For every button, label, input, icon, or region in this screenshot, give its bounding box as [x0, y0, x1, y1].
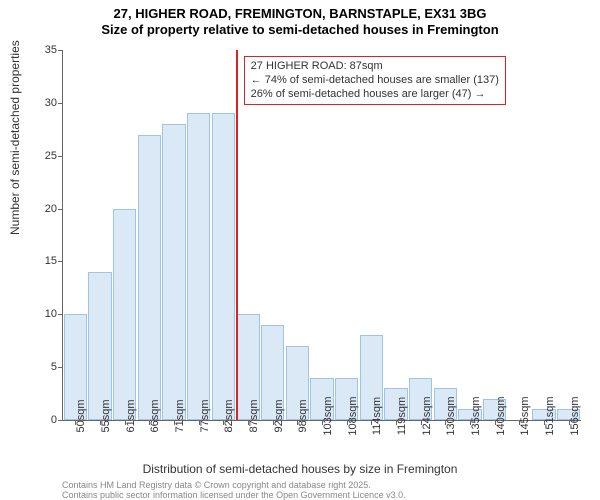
- histogram-bar: [113, 209, 136, 420]
- annotation-line1: 27 HIGHER ROAD: 87sqm: [251, 60, 499, 74]
- chart-title-line1: 27, HIGHER ROAD, FREMINGTON, BARNSTAPLE,…: [0, 6, 600, 21]
- y-tick-mark: [58, 209, 63, 210]
- x-tick-mark: [248, 420, 249, 425]
- x-tick-label: 92sqm: [273, 399, 285, 432]
- x-tick-label: 135sqm: [470, 396, 482, 435]
- x-tick-mark: [297, 420, 298, 425]
- x-tick-mark: [445, 420, 446, 425]
- x-tick-mark: [421, 420, 422, 425]
- y-tick-mark: [58, 367, 63, 368]
- plot-area: 0510152025303550sqm55sqm61sqm66sqm71sqm7…: [62, 50, 581, 421]
- x-tick-mark: [100, 420, 101, 425]
- x-tick-mark: [125, 420, 126, 425]
- x-tick-label: 77sqm: [199, 399, 211, 432]
- y-tick-mark: [58, 50, 63, 51]
- histogram-bar: [162, 124, 185, 420]
- x-tick-label: 50sqm: [75, 399, 87, 432]
- x-tick-mark: [322, 420, 323, 425]
- y-tick-label: 5: [23, 361, 57, 373]
- y-tick-label: 0: [23, 414, 57, 426]
- y-axis-label: Number of semi-detached properties: [8, 40, 22, 235]
- x-tick-mark: [396, 420, 397, 425]
- x-axis-label: Distribution of semi-detached houses by …: [0, 462, 600, 476]
- x-tick-label: 98sqm: [297, 399, 309, 432]
- attribution-line1: Contains HM Land Registry data © Crown c…: [62, 480, 371, 490]
- x-tick-label: 61sqm: [125, 399, 137, 432]
- x-tick-label: 140sqm: [495, 396, 507, 435]
- x-tick-mark: [371, 420, 372, 425]
- y-tick-label: 15: [23, 255, 57, 267]
- x-tick-mark: [495, 420, 496, 425]
- x-tick-mark: [149, 420, 150, 425]
- x-tick-mark: [273, 420, 274, 425]
- x-tick-mark: [199, 420, 200, 425]
- x-tick-label: 55sqm: [100, 399, 112, 432]
- x-tick-mark: [223, 420, 224, 425]
- x-tick-label: 103sqm: [322, 396, 334, 435]
- x-tick-label: 87sqm: [248, 399, 260, 432]
- y-tick-mark: [58, 420, 63, 421]
- reference-line: [236, 50, 238, 420]
- y-tick-label: 35: [23, 44, 57, 56]
- x-tick-label: 108sqm: [347, 396, 359, 435]
- x-tick-label: 151sqm: [544, 396, 556, 435]
- y-tick-label: 25: [23, 150, 57, 162]
- histogram-bar: [187, 113, 210, 420]
- x-tick-label: 114sqm: [371, 397, 383, 435]
- histogram-bar: [88, 272, 111, 420]
- attribution-line2: Contains public sector information licen…: [62, 490, 406, 500]
- x-tick-mark: [347, 420, 348, 425]
- annotation-line3: 26% of semi-detached houses are larger (…: [251, 88, 499, 102]
- x-tick-label: 130sqm: [445, 396, 457, 435]
- x-tick-mark: [519, 420, 520, 425]
- x-tick-label: 156sqm: [569, 396, 581, 435]
- x-tick-mark: [544, 420, 545, 425]
- y-tick-mark: [58, 156, 63, 157]
- y-tick-mark: [58, 103, 63, 104]
- chart-title-line2: Size of property relative to semi-detach…: [0, 22, 600, 37]
- y-tick-label: 30: [23, 97, 57, 109]
- chart-container: 27, HIGHER ROAD, FREMINGTON, BARNSTAPLE,…: [0, 0, 600, 500]
- y-tick-mark: [58, 314, 63, 315]
- x-tick-label: 82sqm: [223, 399, 235, 432]
- x-tick-mark: [470, 420, 471, 425]
- x-tick-label: 71sqm: [174, 399, 186, 432]
- histogram-bar: [212, 113, 235, 420]
- x-tick-mark: [75, 420, 76, 425]
- x-tick-label: 119sqm: [396, 397, 408, 435]
- y-tick-label: 10: [23, 308, 57, 320]
- y-tick-mark: [58, 261, 63, 262]
- histogram-bar: [138, 135, 161, 420]
- x-tick-label: 124sqm: [421, 396, 433, 435]
- x-tick-mark: [174, 420, 175, 425]
- annotation-line2: ← 74% of semi-detached houses are smalle…: [251, 74, 499, 88]
- x-tick-label: 66sqm: [149, 399, 161, 432]
- x-tick-label: 145sqm: [519, 396, 531, 435]
- annotation-box: 27 HIGHER ROAD: 87sqm← 74% of semi-detac…: [244, 56, 506, 105]
- x-tick-mark: [569, 420, 570, 425]
- y-tick-label: 20: [23, 203, 57, 215]
